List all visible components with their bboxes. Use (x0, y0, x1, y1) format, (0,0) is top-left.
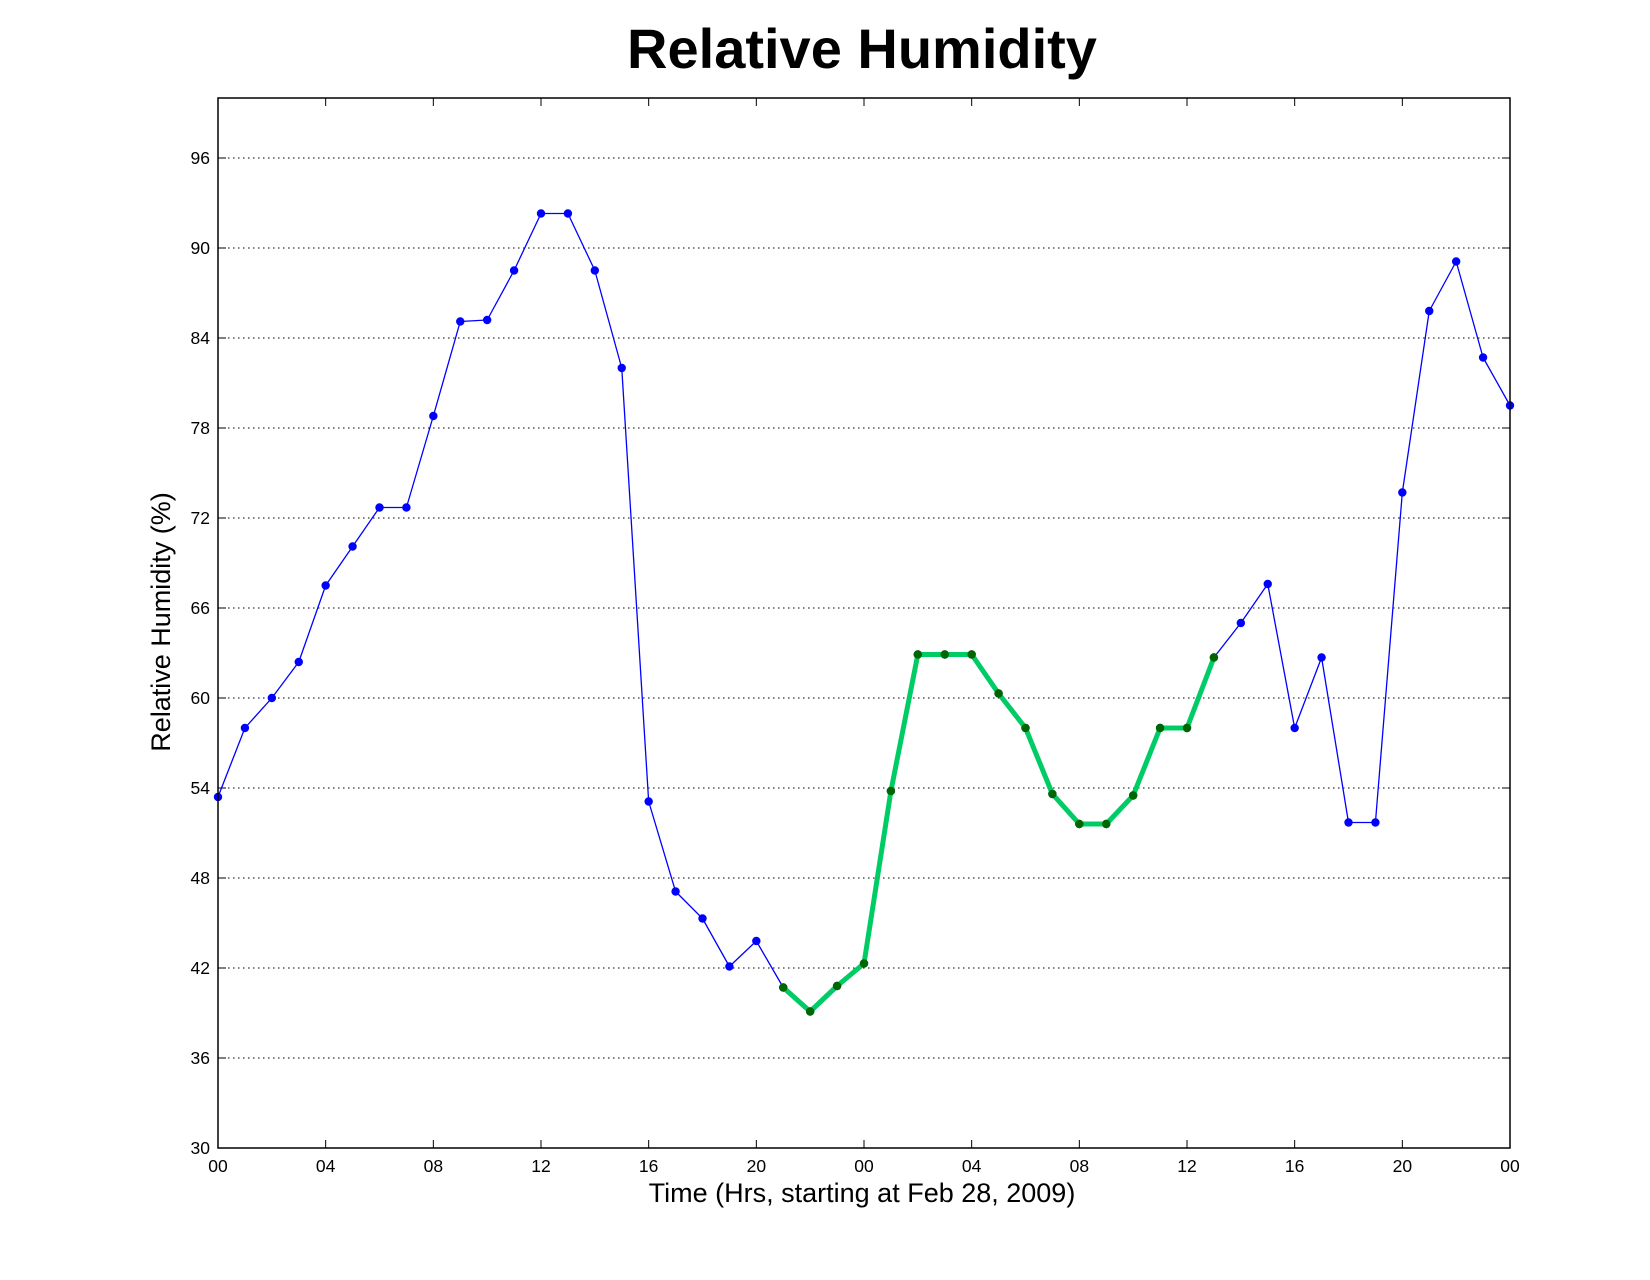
data-point (1451, 257, 1461, 266)
data-point (779, 983, 788, 992)
data-point (1398, 488, 1407, 497)
data-point (348, 542, 357, 551)
x-tick-label: 16 (639, 1156, 658, 1176)
gridlines (218, 157, 1510, 1059)
data-point (752, 936, 761, 946)
chart-title: Relative Humidity (627, 17, 1097, 80)
data-point (267, 693, 277, 703)
x-tick-label: 00 (854, 1156, 874, 1176)
x-tick-label: 20 (1393, 1156, 1413, 1176)
data-point (1102, 819, 1111, 829)
data-point (940, 650, 949, 659)
plot-area-frame (217, 97, 1511, 1149)
data-point (1344, 818, 1353, 827)
y-tick-label: 36 (191, 1048, 210, 1068)
data-point (832, 981, 842, 991)
x-tick-label: 12 (531, 1156, 550, 1176)
x-tick-label: 08 (1070, 1156, 1089, 1176)
data-point (1425, 306, 1434, 316)
y-tick-label: 30 (191, 1138, 211, 1158)
y-tick-label: 42 (191, 958, 210, 978)
y-tick-label: 78 (191, 418, 210, 438)
data-point (671, 887, 680, 896)
y-tick-label: 96 (191, 148, 210, 168)
data-point (1371, 818, 1380, 827)
data-point (1128, 791, 1138, 800)
data-point (886, 786, 896, 796)
data-point (994, 689, 1003, 698)
data-point (509, 266, 519, 275)
y-tick-label: 60 (191, 688, 211, 708)
y-tick-label: 72 (191, 508, 210, 528)
x-tick-label: 08 (424, 1156, 443, 1176)
data-point (563, 209, 573, 218)
data-point (1021, 723, 1030, 733)
data-point (859, 959, 869, 968)
x-tick-label: 12 (1177, 1156, 1196, 1176)
data-point (1290, 723, 1299, 733)
axis-ticks: 30 36 42 48 54 60 66 72 78 84 90 96 00 04 08 12 16 20 00 04… (191, 98, 1520, 1176)
x-axis-label: Time (Hrs, starting at Feb 28, 2009) (649, 1178, 1076, 1208)
data-point (1182, 723, 1192, 733)
data-point (1478, 353, 1488, 362)
data-point (536, 209, 546, 218)
data-point (482, 315, 492, 325)
y-axis-label: Relative Humidity (%) (146, 492, 176, 752)
data-point (1048, 789, 1057, 799)
data-point (240, 723, 250, 733)
data-point (967, 650, 976, 659)
y-tick-label: 66 (191, 598, 210, 618)
data-point (1075, 819, 1084, 829)
x-tick-label: 00 (208, 1156, 228, 1176)
series-lines (213, 209, 1515, 1016)
data-point (644, 797, 653, 806)
x-tick-label: 16 (1285, 1156, 1304, 1176)
data-point (294, 657, 303, 667)
y-tick-label: 84 (191, 328, 211, 348)
data-point (725, 962, 734, 971)
x-tick-label: 20 (747, 1156, 767, 1176)
data-point (1155, 723, 1165, 733)
y-tick-label: 54 (191, 778, 211, 798)
y-tick-label: 48 (191, 868, 210, 888)
data-point (1317, 653, 1326, 662)
data-point (1236, 618, 1246, 628)
data-point (698, 914, 707, 923)
data-point (590, 266, 600, 275)
data-point (402, 503, 411, 512)
y-tick-label: 90 (191, 238, 211, 258)
series-2 (779, 650, 1219, 1016)
data-point (321, 581, 330, 590)
data-point (429, 411, 438, 421)
data-point (913, 650, 923, 659)
data-point (805, 1007, 815, 1016)
x-tick-label: 04 (962, 1156, 982, 1176)
x-tick-label: 00 (1500, 1156, 1520, 1176)
data-point (1263, 579, 1272, 589)
data-point (456, 317, 465, 326)
data-point (617, 363, 626, 373)
data-point (375, 503, 384, 512)
x-tick-label: 04 (316, 1156, 336, 1176)
data-point (1209, 653, 1219, 662)
